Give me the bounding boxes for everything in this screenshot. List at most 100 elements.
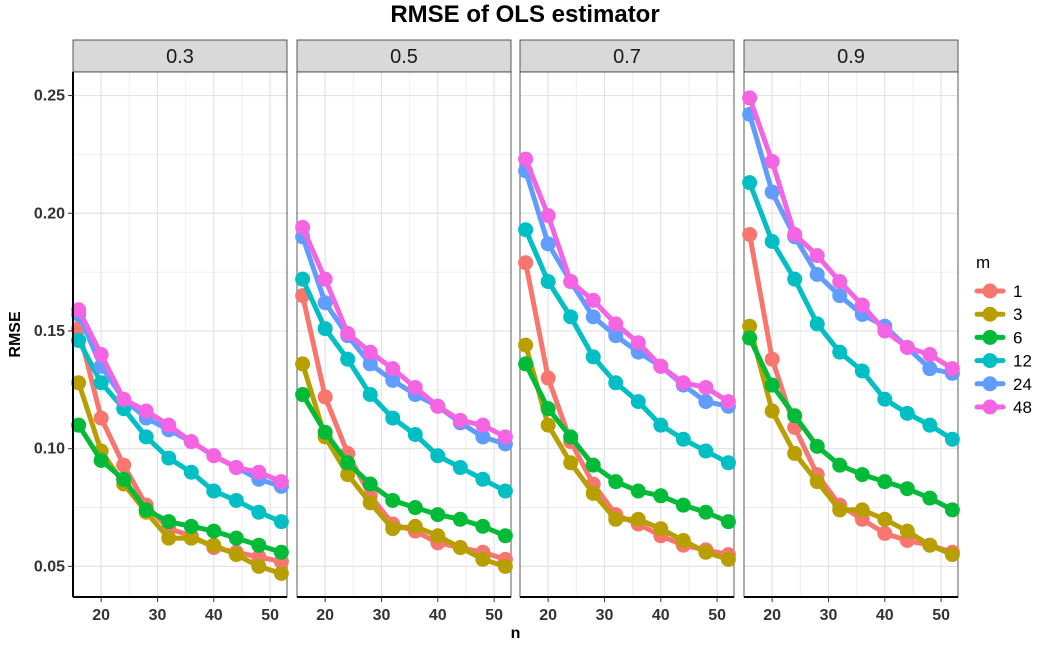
legend-item-m-24: 24 <box>974 375 1032 394</box>
facet-label: 0.9 <box>837 46 865 68</box>
data-point <box>742 318 758 334</box>
facet-strip <box>743 39 959 73</box>
data-point <box>922 347 938 363</box>
data-point <box>608 316 624 332</box>
series-line <box>76 307 284 485</box>
data-point <box>675 375 691 391</box>
data-point <box>720 514 736 530</box>
x-tick-label: 40 <box>652 607 670 624</box>
data-point <box>228 530 244 546</box>
series-m-12 <box>742 175 960 447</box>
data-point <box>608 474 624 490</box>
data-point <box>273 514 289 530</box>
panel-0.9: 0.9 20 30 40 50 <box>742 39 960 624</box>
data-point <box>430 507 446 523</box>
data-point <box>854 467 870 483</box>
data-point <box>116 391 132 407</box>
data-point <box>832 274 848 290</box>
data-point <box>698 379 714 395</box>
y-tick-label: 0.10 <box>34 441 65 458</box>
x-tick-label: 20 <box>539 607 557 624</box>
legend-title: m <box>976 253 990 272</box>
data-point <box>295 271 311 287</box>
data-point <box>698 504 714 520</box>
data-point <box>475 429 491 445</box>
data-point <box>497 558 513 574</box>
data-point <box>452 412 468 428</box>
x-tick-label: 40 <box>429 607 447 624</box>
data-point <box>742 90 758 106</box>
data-point <box>362 495 378 511</box>
data-point <box>251 464 267 480</box>
data-point <box>317 295 333 311</box>
data-point <box>407 500 423 516</box>
legend-item-m-6: 6 <box>974 328 1022 347</box>
data-point <box>608 375 624 391</box>
data-point <box>877 511 893 527</box>
series-line <box>523 156 731 405</box>
data-point <box>899 339 915 355</box>
data-point <box>93 410 109 426</box>
data-point <box>742 226 758 242</box>
x-tick-label: 40 <box>205 607 223 624</box>
data-point <box>518 151 534 167</box>
data-point <box>653 521 669 537</box>
data-point <box>206 483 222 499</box>
panel-background <box>744 72 958 597</box>
series-m-48 <box>295 219 513 445</box>
data-point <box>720 455 736 471</box>
x-tick-label: 50 <box>261 607 279 624</box>
legend-item-m-12: 12 <box>974 352 1032 371</box>
panel-0.3: 0.3 20 30 40 50 <box>71 39 289 624</box>
data-point <box>497 528 513 544</box>
data-point <box>764 351 780 367</box>
data-point <box>251 558 267 574</box>
series-m-6 <box>742 330 960 518</box>
data-point <box>899 481 915 497</box>
data-point <box>93 375 109 391</box>
series-line <box>523 342 731 562</box>
data-point <box>183 434 199 450</box>
data-point <box>585 349 601 365</box>
data-point <box>251 537 267 553</box>
facet-strip <box>72 39 288 73</box>
panel-background <box>297 72 511 597</box>
legend-item-m-1: 1 <box>974 282 1022 301</box>
data-point <box>922 361 938 377</box>
data-point <box>340 325 356 341</box>
data-point <box>563 309 579 325</box>
data-point <box>385 361 401 377</box>
data-point <box>430 398 446 414</box>
data-point <box>608 511 624 527</box>
x-tick-label: 20 <box>92 607 110 624</box>
data-point <box>944 547 960 563</box>
y-tick-label: 0.20 <box>34 205 65 222</box>
data-point <box>340 351 356 367</box>
legend-key-point <box>982 329 998 345</box>
x-tick-label: 30 <box>820 607 838 624</box>
data-point <box>116 457 132 473</box>
legend-item-m-48: 48 <box>974 398 1032 417</box>
data-point <box>206 537 222 553</box>
data-point <box>653 488 669 504</box>
data-point <box>854 502 870 518</box>
series-m-6 <box>518 356 736 530</box>
data-point <box>362 356 378 372</box>
data-point <box>273 544 289 560</box>
series-line <box>76 337 284 525</box>
x-tick-label: 20 <box>316 607 334 624</box>
data-point <box>317 271 333 287</box>
x-tick-label: 50 <box>708 607 726 624</box>
data-point <box>228 492 244 508</box>
series-line <box>76 422 284 555</box>
data-point <box>518 356 534 372</box>
series-line <box>300 234 508 447</box>
data-point <box>518 337 534 353</box>
data-point <box>161 530 177 546</box>
series-line <box>747 180 955 442</box>
data-point <box>809 438 825 454</box>
facet-label: 0.5 <box>390 46 418 68</box>
data-point <box>430 448 446 464</box>
data-point <box>362 387 378 403</box>
